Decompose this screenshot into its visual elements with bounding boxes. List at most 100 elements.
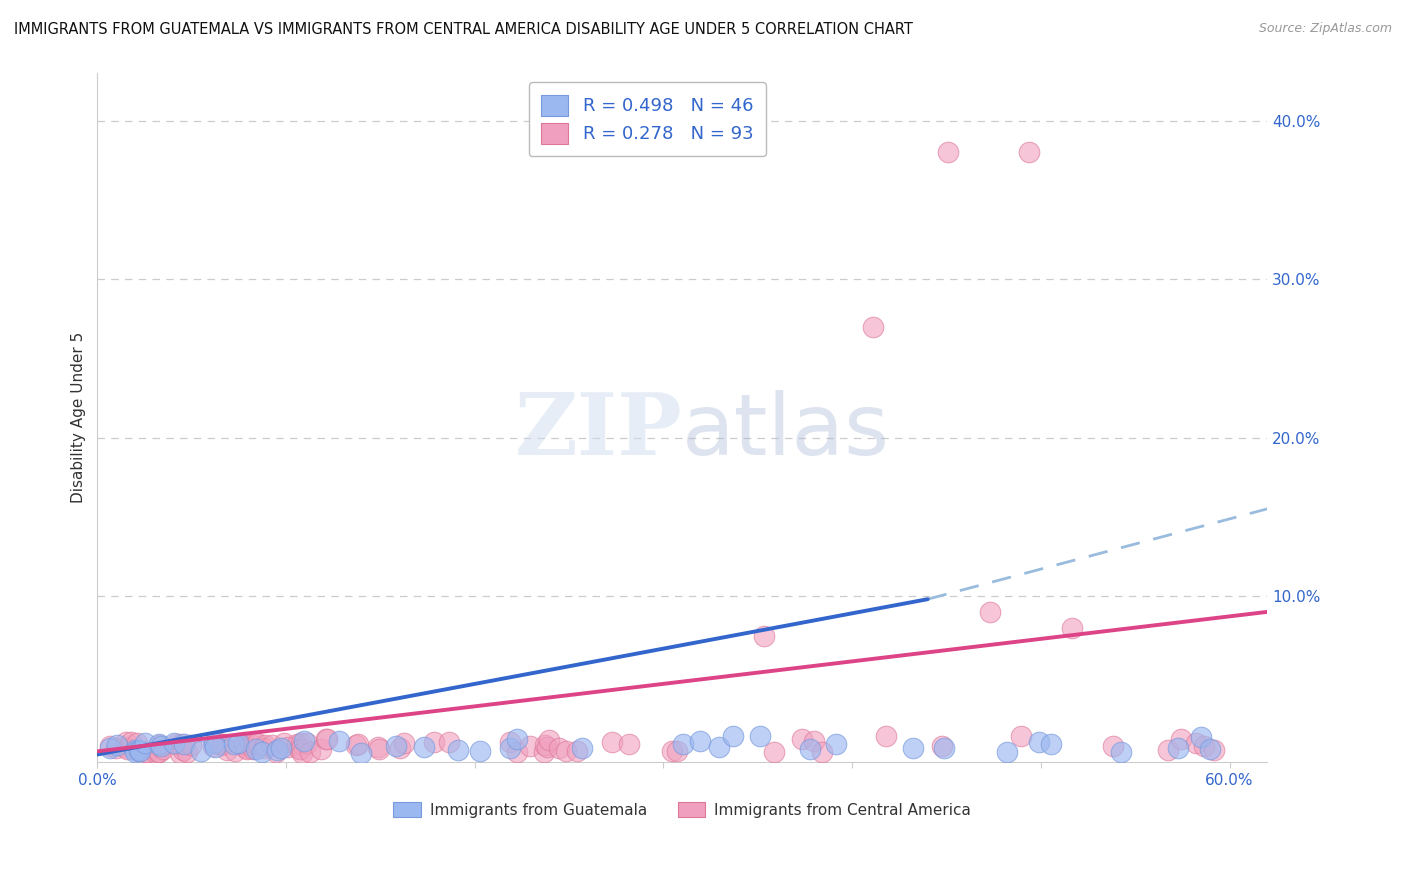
- Point: [1185, 736, 1208, 750]
- Point: [170, 737, 193, 751]
- Point: [1189, 730, 1212, 744]
- Point: [1062, 621, 1084, 635]
- Point: [169, 746, 191, 760]
- Point: [233, 737, 256, 751]
- Point: [148, 745, 170, 759]
- Point: [600, 735, 623, 749]
- Point: [752, 629, 775, 643]
- Point: [285, 737, 308, 751]
- Point: [367, 739, 389, 754]
- Point: [328, 733, 350, 747]
- Point: [1167, 741, 1189, 756]
- Point: [253, 741, 276, 756]
- Point: [250, 745, 273, 759]
- Point: [212, 737, 235, 751]
- Point: [134, 736, 156, 750]
- Point: [246, 736, 269, 750]
- Point: [124, 743, 146, 757]
- Point: [124, 745, 146, 759]
- Point: [1157, 743, 1180, 757]
- Point: [264, 745, 287, 759]
- Point: [901, 740, 924, 755]
- Point: [447, 743, 470, 757]
- Point: [519, 739, 541, 753]
- Point: [235, 741, 257, 756]
- Point: [498, 741, 520, 756]
- Point: [567, 744, 589, 758]
- Point: [1028, 735, 1050, 749]
- Point: [1039, 737, 1062, 751]
- Point: [190, 744, 212, 758]
- Point: [288, 742, 311, 756]
- Legend: Immigrants from Guatemala, Immigrants from Central America: Immigrants from Guatemala, Immigrants fr…: [387, 796, 977, 823]
- Point: [136, 745, 159, 759]
- Point: [1170, 732, 1192, 747]
- Point: [290, 736, 312, 750]
- Point: [163, 736, 186, 750]
- Point: [799, 741, 821, 756]
- Point: [413, 739, 436, 754]
- Point: [127, 744, 149, 758]
- Point: [299, 745, 322, 759]
- Point: [689, 733, 711, 747]
- Point: [825, 737, 848, 751]
- Point: [266, 743, 288, 757]
- Point: [172, 743, 194, 757]
- Point: [236, 741, 259, 756]
- Point: [222, 737, 245, 751]
- Point: [226, 736, 249, 750]
- Point: [533, 745, 555, 759]
- Point: [100, 739, 122, 753]
- Point: [148, 739, 170, 753]
- Point: [290, 741, 312, 756]
- Point: [707, 739, 730, 754]
- Point: [749, 729, 772, 743]
- Point: [245, 742, 267, 756]
- Y-axis label: Disability Age Under 5: Disability Age Under 5: [72, 332, 86, 503]
- Point: [1018, 145, 1040, 160]
- Point: [253, 738, 276, 752]
- Point: [262, 738, 284, 752]
- Point: [499, 734, 522, 748]
- Point: [506, 745, 529, 759]
- Point: [115, 735, 138, 749]
- Point: [291, 746, 314, 760]
- Text: atlas: atlas: [682, 390, 890, 473]
- Point: [114, 739, 136, 754]
- Point: [100, 741, 122, 756]
- Point: [721, 729, 744, 743]
- Point: [211, 738, 233, 752]
- Point: [1192, 739, 1215, 753]
- Point: [128, 744, 150, 758]
- Point: [763, 745, 786, 759]
- Point: [617, 737, 640, 751]
- Point: [1102, 739, 1125, 754]
- Point: [176, 745, 198, 759]
- Point: [292, 734, 315, 748]
- Point: [152, 742, 174, 756]
- Point: [385, 739, 408, 753]
- Point: [803, 733, 825, 747]
- Point: [217, 743, 239, 757]
- Point: [554, 744, 576, 758]
- Point: [202, 736, 225, 750]
- Point: [931, 739, 953, 754]
- Point: [239, 737, 262, 751]
- Point: [388, 741, 411, 756]
- Point: [506, 732, 529, 747]
- Point: [538, 733, 561, 747]
- Point: [344, 738, 367, 752]
- Point: [571, 741, 593, 756]
- Point: [1199, 741, 1222, 756]
- Point: [165, 737, 187, 751]
- Point: [661, 744, 683, 758]
- Point: [672, 737, 695, 751]
- Text: IMMIGRANTS FROM GUATEMALA VS IMMIGRANTS FROM CENTRAL AMERICA DISABILITY AGE UNDE: IMMIGRANTS FROM GUATEMALA VS IMMIGRANTS …: [14, 22, 912, 37]
- Point: [207, 736, 229, 750]
- Point: [270, 741, 292, 756]
- Point: [128, 742, 150, 756]
- Point: [180, 738, 202, 752]
- Point: [243, 736, 266, 750]
- Point: [233, 738, 256, 752]
- Point: [347, 737, 370, 751]
